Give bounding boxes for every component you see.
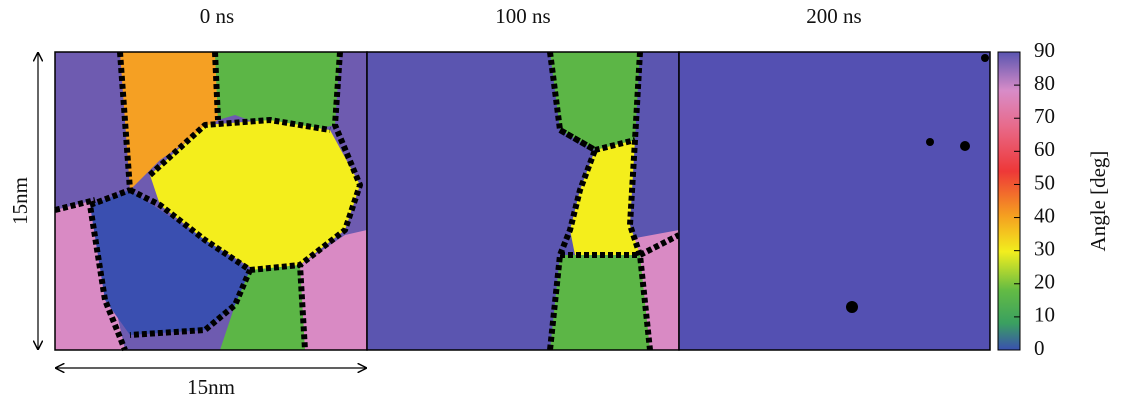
- colorbar-tick-label: 70: [1034, 104, 1055, 128]
- vertical-scale-label: 15nm: [8, 177, 32, 225]
- panel-0-map: [54, 51, 368, 352]
- colorbar-tick-label: 80: [1034, 71, 1055, 95]
- colorbar-ticks: 0 10 20 30 40 50 60 70 80 90: [1014, 38, 1055, 360]
- panel-title: 200 ns: [806, 4, 861, 28]
- colorbar-tick-label: 10: [1034, 303, 1055, 327]
- colorbar-tick-label: 40: [1034, 203, 1055, 227]
- colorbar: [997, 51, 1021, 351]
- colorbar-tick-label: 50: [1034, 170, 1055, 194]
- horizontal-scale-label: 15nm: [187, 375, 235, 399]
- panel-2-map: [678, 51, 991, 351]
- colorbar-tick-label: 0: [1034, 336, 1045, 360]
- panel-title: 100 ns: [495, 4, 550, 28]
- panel-title: 0 ns: [200, 4, 234, 28]
- colorbar-label: Angle [deg]: [1086, 151, 1110, 252]
- colorbar-tick-label: 60: [1034, 137, 1055, 161]
- colorbar-tick-label: 90: [1034, 38, 1055, 62]
- colorbar-tick-label: 20: [1034, 270, 1055, 294]
- colorbar-tick-label: 30: [1034, 236, 1055, 260]
- panel-1-map: [366, 51, 681, 351]
